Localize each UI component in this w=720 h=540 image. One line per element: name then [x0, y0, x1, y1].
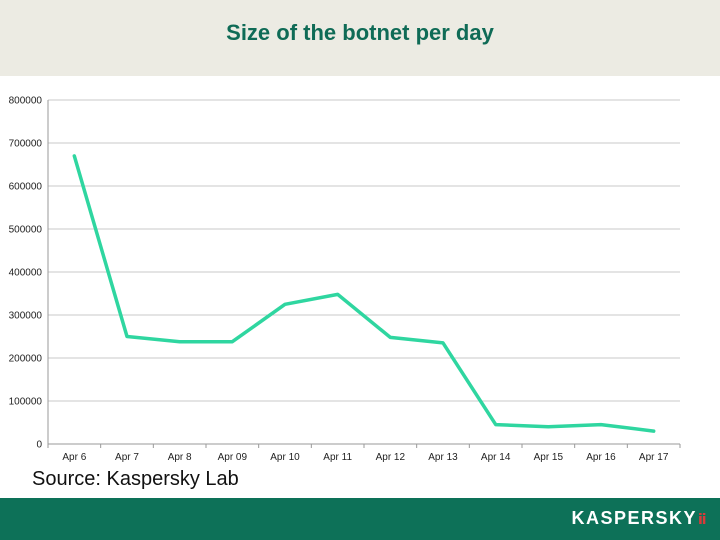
- x-tick-label: Apr 6: [62, 452, 86, 463]
- x-tick-label: Apr 11: [323, 452, 352, 463]
- footer-band: KASPERSKYⅱ: [0, 498, 720, 540]
- x-tick-label: Apr 09: [218, 452, 248, 463]
- x-tick-label: Apr 10: [270, 452, 300, 463]
- y-tick-label: 100000: [9, 397, 43, 408]
- y-tick-label: 600000: [9, 182, 43, 193]
- kaspersky-logo: KASPERSKYⅱ: [571, 508, 708, 529]
- x-tick-label: Apr 12: [376, 452, 406, 463]
- y-tick-label: 300000: [9, 311, 43, 322]
- y-tick-labels: 0 100000 200000 300000 400000 500000 600000 700…: [9, 96, 43, 451]
- line-chart: 0 100000 200000 300000 400000 500000 600000 700…: [9, 96, 681, 463]
- x-tick-label: Apr 13: [428, 452, 458, 463]
- header-band: [0, 0, 720, 76]
- x-tick-label: Apr 15: [534, 452, 564, 463]
- y-tick-label: 400000: [9, 268, 43, 279]
- chart-title: Size of the botnet per day: [226, 20, 494, 45]
- x-tick-label: Apr 16: [586, 452, 616, 463]
- y-tick-label: 700000: [9, 139, 43, 150]
- x-tick-label: Apr 17: [639, 452, 669, 463]
- y-tick-label: 500000: [9, 225, 43, 236]
- x-tick-label: Apr 8: [168, 452, 192, 463]
- grid-lines: [48, 99, 680, 402]
- brand-mark: ⅱ: [697, 511, 708, 527]
- axes: [47, 100, 681, 448]
- y-tick-label: 200000: [9, 354, 43, 365]
- source-note: Source: Kaspersky Lab: [32, 468, 239, 490]
- brand-wordmark: KASPERSKY: [571, 508, 697, 528]
- x-tick-label: Apr 14: [481, 452, 511, 463]
- x-tick-labels: Apr 6 Apr 7 Apr 8 Apr 09 Apr 10 Apr 11 Apr 12 A…: [62, 452, 668, 463]
- y-tick-label: 0: [36, 440, 42, 451]
- series-line: [72, 154, 656, 433]
- x-tick-label: Apr 7: [115, 452, 139, 463]
- y-tick-label: 800000: [9, 96, 43, 107]
- series-layer: [72, 154, 656, 433]
